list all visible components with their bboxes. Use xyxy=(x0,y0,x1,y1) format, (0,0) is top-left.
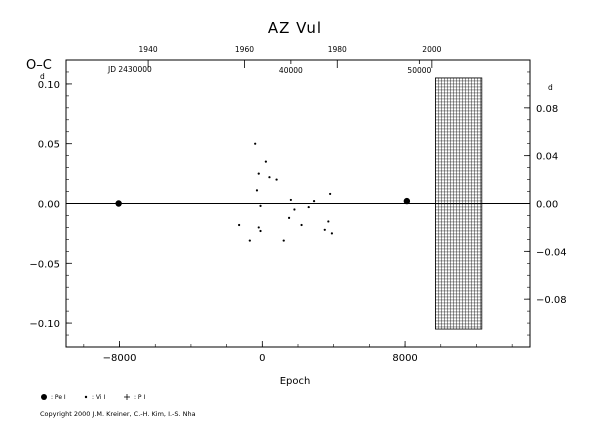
point-vi xyxy=(257,226,260,229)
year-tick-label: 1980 xyxy=(328,45,347,54)
point-vi xyxy=(329,192,332,196)
copyright-text: Copyright 2000 J.M. Kreiner, C.-H. Kim, … xyxy=(40,410,196,418)
point-vi xyxy=(257,172,260,175)
right-y-tick-label: 0.04 xyxy=(536,152,558,163)
x-tick-label: −8000 xyxy=(103,353,137,364)
jd-label: JD 2430000 xyxy=(107,65,152,74)
legend-marker-pe xyxy=(41,394,47,400)
year-tick-label: 1960 xyxy=(235,45,254,54)
y-tick-label: −0.05 xyxy=(29,259,60,270)
legend-label-vi: : Vi I xyxy=(92,394,105,401)
year-tick-label: 2000 xyxy=(422,45,441,54)
y-tick-label: 0.00 xyxy=(38,200,60,211)
y-tick-label: 0.05 xyxy=(38,140,60,151)
y-axis-label: O–C xyxy=(26,58,52,73)
right-y-tick-label: 0.08 xyxy=(536,104,558,115)
point-vi xyxy=(312,200,316,203)
point-vi xyxy=(289,198,292,202)
jd-tick-label: 40000 xyxy=(279,66,303,75)
point-vi xyxy=(327,220,330,223)
point-vi xyxy=(293,208,296,211)
legend-marker-vi xyxy=(84,395,88,399)
point-vi xyxy=(300,223,303,227)
point-pe xyxy=(115,200,122,207)
right-y-tick-label: 0.00 xyxy=(536,200,558,211)
point-vi xyxy=(264,160,267,163)
point-vi xyxy=(307,205,310,209)
point-vi xyxy=(268,176,271,179)
y-tick-label: −0.10 xyxy=(29,319,60,330)
point-vi xyxy=(259,229,262,233)
right-axis-unit: d xyxy=(548,83,553,92)
point-pe xyxy=(403,197,411,205)
chart-title: AZ Vul xyxy=(268,19,322,37)
legend-label-pl: : P I xyxy=(134,394,145,401)
jd-tick-label: 50000 xyxy=(407,66,431,75)
x-tick-label: 8000 xyxy=(392,353,417,364)
year-tick-label: 1940 xyxy=(139,45,158,54)
point-vi xyxy=(275,178,278,181)
right-y-tick-label: −0.08 xyxy=(536,295,567,306)
point-vi xyxy=(254,142,257,145)
point-vi xyxy=(287,216,291,219)
y-axis-unit: d xyxy=(40,72,45,81)
legend: : Pe I : Vi I : P I xyxy=(41,394,145,401)
right-y-tick-label: −0.04 xyxy=(536,247,567,258)
point-vi xyxy=(238,223,241,227)
point-vi xyxy=(248,239,251,242)
point-vi xyxy=(259,204,262,207)
x-tick-label: 0 xyxy=(259,353,265,364)
point-vi xyxy=(330,232,334,235)
legend-marker-pl xyxy=(124,394,130,400)
point-vi xyxy=(255,189,259,192)
point-vi xyxy=(282,239,285,242)
y-tick-label: 0.10 xyxy=(38,80,60,91)
point-vi xyxy=(323,228,326,231)
x-axis-label: Epoch xyxy=(280,376,311,387)
legend-label-pe: : Pe I xyxy=(51,394,66,401)
